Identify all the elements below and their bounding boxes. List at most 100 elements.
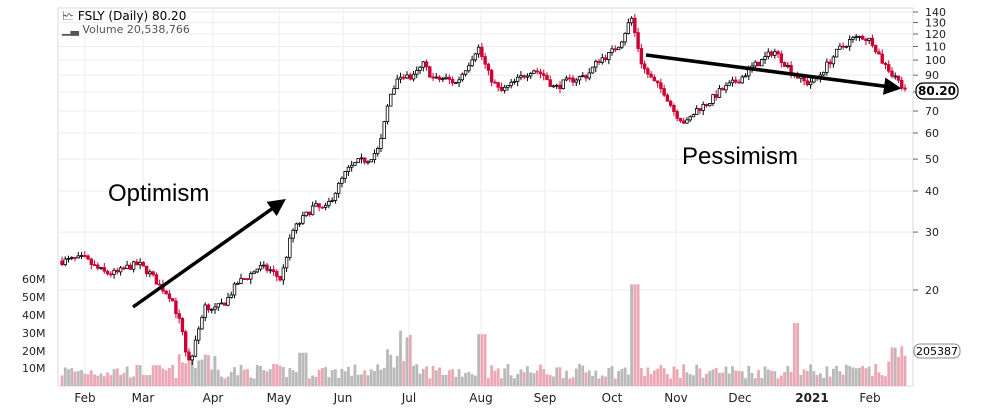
volume-axis: 10M 20M 30M 40M 50M 60M xyxy=(22,273,46,375)
candle-body xyxy=(376,148,380,154)
candle-body xyxy=(63,258,67,266)
volume-bar xyxy=(255,364,259,386)
candle-body xyxy=(128,264,133,270)
volume-bar xyxy=(382,367,386,386)
volume-bar xyxy=(154,365,158,386)
candle-body xyxy=(252,271,256,275)
candle-body xyxy=(141,262,146,267)
volume-bar xyxy=(698,368,702,386)
candle-body xyxy=(708,103,712,107)
candle-body xyxy=(187,351,191,361)
volume-bar xyxy=(190,357,194,386)
price-tick-label: 40 xyxy=(925,185,939,198)
volume-tick-label: 40M xyxy=(22,309,46,322)
candle-body xyxy=(740,76,744,84)
candle-body xyxy=(607,52,611,60)
volume-bar xyxy=(714,367,718,386)
volume-bar xyxy=(887,361,891,386)
volume-bar xyxy=(757,370,760,386)
volume-bar xyxy=(776,378,780,386)
candle-body xyxy=(86,255,90,260)
volume-bar xyxy=(197,360,201,386)
candle-body xyxy=(825,61,829,73)
candle-body xyxy=(870,37,875,46)
volume-bar xyxy=(405,337,409,386)
candle-body xyxy=(457,79,461,84)
candle-body xyxy=(724,84,728,91)
volume-bar xyxy=(656,368,660,386)
volume-bar xyxy=(337,377,341,386)
volume-bar xyxy=(454,376,458,386)
volume-bar xyxy=(845,364,848,386)
volume-bar xyxy=(581,365,585,386)
candle-body xyxy=(642,63,647,70)
volume-bar xyxy=(115,368,119,386)
candle-body xyxy=(112,269,116,275)
volume-bar xyxy=(317,369,321,386)
candle-body xyxy=(249,273,253,280)
candle-body xyxy=(880,53,884,64)
candle-body xyxy=(838,45,842,50)
volume-bar xyxy=(402,361,406,386)
candle-body xyxy=(174,300,178,315)
candle-body xyxy=(288,237,292,258)
candle-body xyxy=(782,62,787,67)
volume-bar xyxy=(818,373,822,386)
volume-bar xyxy=(770,370,773,386)
volume-bar xyxy=(545,374,549,386)
ticker-line: 🗠 FSLY (Daily) 80.20 xyxy=(62,9,186,23)
volume-bar xyxy=(535,370,539,386)
candle-body xyxy=(177,313,181,319)
candle-body xyxy=(144,265,149,275)
candle-body xyxy=(678,117,683,122)
volume-bar xyxy=(825,366,829,386)
candle-body xyxy=(131,261,136,270)
candles xyxy=(60,13,907,365)
date-tick-label: Jun xyxy=(333,391,353,405)
volume-bar xyxy=(877,372,881,386)
volume-bar xyxy=(216,369,220,386)
volume-bar xyxy=(662,368,666,386)
candle-body xyxy=(385,105,390,123)
volume-bar xyxy=(500,378,503,386)
candle-body xyxy=(236,283,240,285)
candle-body xyxy=(558,84,562,90)
price-tick-label: 120 xyxy=(925,28,946,41)
volume-bar xyxy=(467,371,471,386)
candle-body xyxy=(483,56,487,65)
volume-bar xyxy=(812,371,816,386)
candle-body xyxy=(135,261,139,266)
candle-body xyxy=(92,264,97,267)
volume-bar xyxy=(858,367,861,386)
volume-bar xyxy=(233,367,236,386)
volume-bar xyxy=(805,370,809,386)
volume-bar xyxy=(623,367,627,386)
candle-body xyxy=(711,94,715,104)
candle-body xyxy=(737,81,741,84)
candle-body xyxy=(265,264,269,271)
candle-body xyxy=(717,88,722,98)
volume-bar xyxy=(516,374,520,386)
ticker-text: FSLY (Daily) 80.20 xyxy=(77,9,187,23)
volume-bar xyxy=(861,365,865,386)
volume-bar xyxy=(399,330,402,386)
volume-bar xyxy=(307,378,311,386)
candle-body xyxy=(125,264,129,269)
volume-bar xyxy=(532,373,536,386)
candle-body xyxy=(613,48,618,51)
candle-body xyxy=(561,79,565,90)
volume-bar xyxy=(425,366,428,386)
price-tick-label: 130 xyxy=(925,17,946,30)
volume-bar xyxy=(174,378,178,386)
volume-bars xyxy=(60,284,907,386)
candle-body xyxy=(831,56,836,65)
volume-bar xyxy=(294,372,298,386)
volume-bar xyxy=(750,372,754,386)
volume-bar xyxy=(705,373,708,386)
volume-bar xyxy=(542,369,546,386)
volume-bar xyxy=(835,365,839,386)
volume-bar xyxy=(272,363,275,386)
candle-body xyxy=(893,75,897,78)
candle-body xyxy=(333,192,338,201)
